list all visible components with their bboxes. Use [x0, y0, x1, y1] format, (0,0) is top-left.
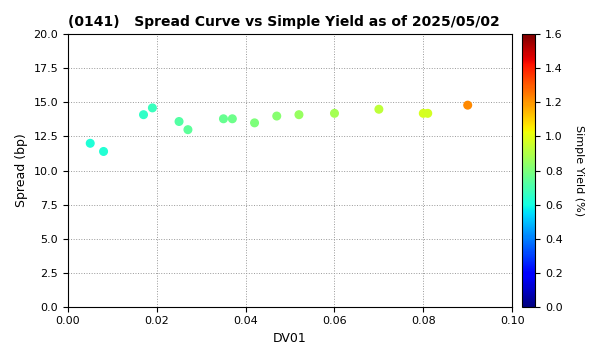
Point: [218, 116, 228, 122]
Point: [99, 149, 109, 154]
Point: [174, 118, 184, 124]
Text: (0141)   Spread Curve vs Simple Yield as of 2025/05/02: (0141) Spread Curve vs Simple Yield as o…: [68, 15, 500, 29]
Point: [374, 106, 383, 112]
Point: [294, 112, 304, 118]
Point: [183, 127, 193, 132]
Point: [463, 102, 473, 108]
Point: [148, 105, 157, 111]
Point: [423, 111, 433, 116]
Point: [227, 116, 237, 122]
Point: [85, 140, 95, 146]
Point: [418, 111, 428, 116]
Point: [272, 113, 281, 119]
Point: [139, 112, 148, 118]
X-axis label: DV01: DV01: [273, 332, 307, 345]
Point: [329, 111, 339, 116]
Y-axis label: Simple Yield (%): Simple Yield (%): [574, 125, 584, 216]
Y-axis label: Spread (bp): Spread (bp): [15, 134, 28, 207]
Point: [250, 120, 259, 126]
